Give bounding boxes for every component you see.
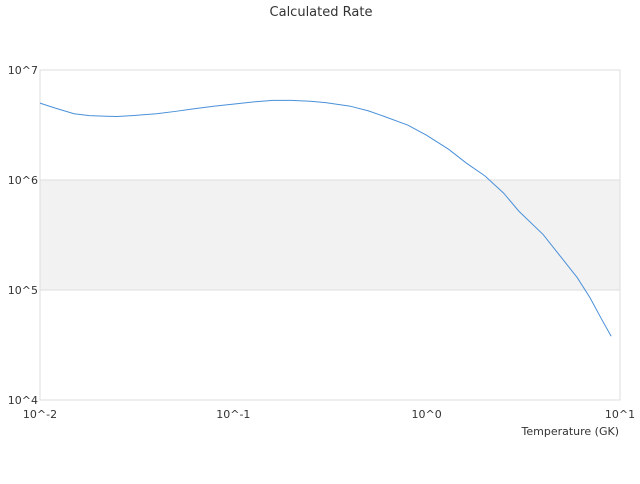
plot-frame (39, 69, 621, 401)
x-tick-label: 10^1 (605, 408, 635, 421)
series-line (39, 99, 612, 337)
x-tick-label: 10^0 (412, 408, 442, 421)
x-axis-label: Temperature (GK) (521, 425, 620, 438)
x-tick-label: 10^-1 (216, 408, 250, 421)
x-tick-label: 10^-2 (23, 408, 57, 421)
chart-title: Calculated Rate (270, 5, 373, 20)
y-tick-label: 10^5 (8, 284, 38, 297)
y-tick-label: 10^4 (8, 394, 38, 407)
plot-band (40, 180, 620, 290)
y-tick-label: 10^7 (8, 64, 38, 77)
y-tick-label: 10^6 (8, 174, 38, 187)
